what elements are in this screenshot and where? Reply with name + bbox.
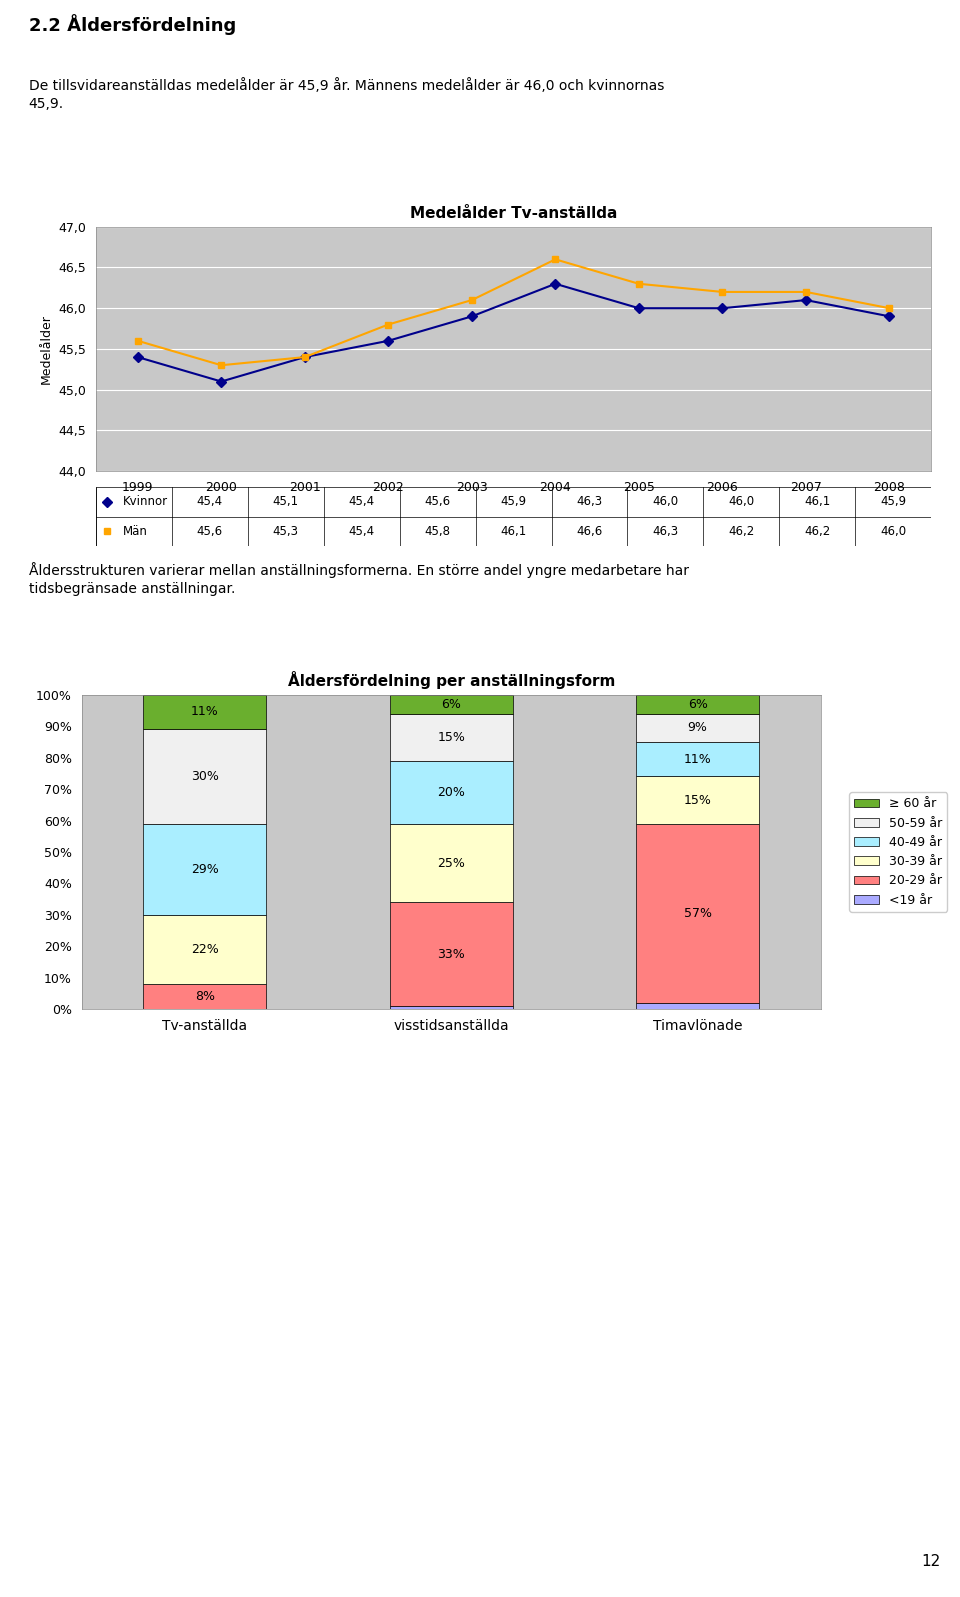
Text: 46,1: 46,1 bbox=[500, 525, 527, 538]
Text: 45,4: 45,4 bbox=[348, 525, 374, 538]
Text: 46,3: 46,3 bbox=[653, 525, 679, 538]
Title: Medelålder Tv-anställda: Medelålder Tv-anställda bbox=[410, 206, 617, 222]
Text: 57%: 57% bbox=[684, 907, 711, 920]
Text: 45,9: 45,9 bbox=[880, 495, 906, 508]
Text: 29%: 29% bbox=[191, 862, 219, 875]
Text: 45,8: 45,8 bbox=[424, 525, 450, 538]
Text: 12: 12 bbox=[922, 1554, 941, 1568]
Bar bbox=[636, 714, 759, 743]
Text: 45,3: 45,3 bbox=[273, 525, 299, 538]
Bar bbox=[143, 915, 266, 984]
Text: De tillsvidareanställdas medelålder är 45,9 år. Männens medelålder är 46,0 och k: De tillsvidareanställdas medelålder är 4… bbox=[29, 78, 664, 112]
Bar bbox=[390, 695, 513, 714]
Y-axis label: Medelålder: Medelålder bbox=[40, 315, 53, 383]
Text: 22%: 22% bbox=[191, 942, 219, 957]
Bar bbox=[390, 714, 513, 760]
Text: 46,2: 46,2 bbox=[729, 525, 755, 538]
Title: Åldersfördelning per anställningsform: Åldersfördelning per anställningsform bbox=[287, 671, 615, 690]
Bar bbox=[143, 824, 266, 915]
Text: 8%: 8% bbox=[195, 990, 215, 1003]
Bar bbox=[390, 902, 513, 1006]
Text: 45,6: 45,6 bbox=[197, 525, 223, 538]
Text: 46,0: 46,0 bbox=[729, 495, 755, 508]
Text: 20%: 20% bbox=[437, 786, 466, 798]
Text: 11%: 11% bbox=[684, 752, 711, 765]
Text: Kvinnor: Kvinnor bbox=[123, 495, 168, 508]
Text: 45,1: 45,1 bbox=[273, 495, 299, 508]
Text: 46,3: 46,3 bbox=[576, 495, 603, 508]
Bar bbox=[636, 743, 759, 776]
Bar bbox=[636, 776, 759, 824]
Text: 45,4: 45,4 bbox=[197, 495, 223, 508]
Text: 45,6: 45,6 bbox=[424, 495, 451, 508]
Bar bbox=[143, 730, 266, 824]
Text: 45,9: 45,9 bbox=[500, 495, 527, 508]
Text: 46,0: 46,0 bbox=[880, 525, 906, 538]
Bar bbox=[390, 760, 513, 824]
Text: 45,4: 45,4 bbox=[348, 495, 374, 508]
Bar bbox=[636, 824, 759, 1003]
Text: 6%: 6% bbox=[442, 698, 461, 711]
Text: 25%: 25% bbox=[437, 856, 466, 869]
Text: 46,0: 46,0 bbox=[653, 495, 679, 508]
Bar bbox=[390, 824, 513, 902]
Bar bbox=[390, 1006, 513, 1009]
Text: 9%: 9% bbox=[687, 722, 708, 735]
Legend: ≥ 60 år, 50-59 år, 40-49 år, 30-39 år, 20-29 år, <19 år: ≥ 60 år, 50-59 år, 40-49 år, 30-39 år, 2… bbox=[850, 792, 948, 912]
Text: 2.2 Åldersfördelning: 2.2 Åldersfördelning bbox=[29, 14, 236, 35]
Bar bbox=[636, 695, 759, 714]
Text: 46,1: 46,1 bbox=[804, 495, 830, 508]
Text: 15%: 15% bbox=[437, 731, 466, 744]
Text: 11%: 11% bbox=[191, 706, 219, 719]
Bar bbox=[143, 984, 266, 1009]
Text: 6%: 6% bbox=[687, 698, 708, 711]
Text: Män: Män bbox=[123, 525, 148, 538]
Text: 33%: 33% bbox=[438, 947, 465, 961]
Bar bbox=[143, 695, 266, 730]
Text: 46,2: 46,2 bbox=[804, 525, 830, 538]
Text: Åldersstrukturen varierar mellan anställningsformerna. En större andel yngre med: Åldersstrukturen varierar mellan anställ… bbox=[29, 562, 688, 597]
Text: 15%: 15% bbox=[684, 794, 711, 806]
Text: 30%: 30% bbox=[191, 770, 219, 783]
Bar bbox=[636, 1003, 759, 1009]
Text: 46,6: 46,6 bbox=[576, 525, 603, 538]
